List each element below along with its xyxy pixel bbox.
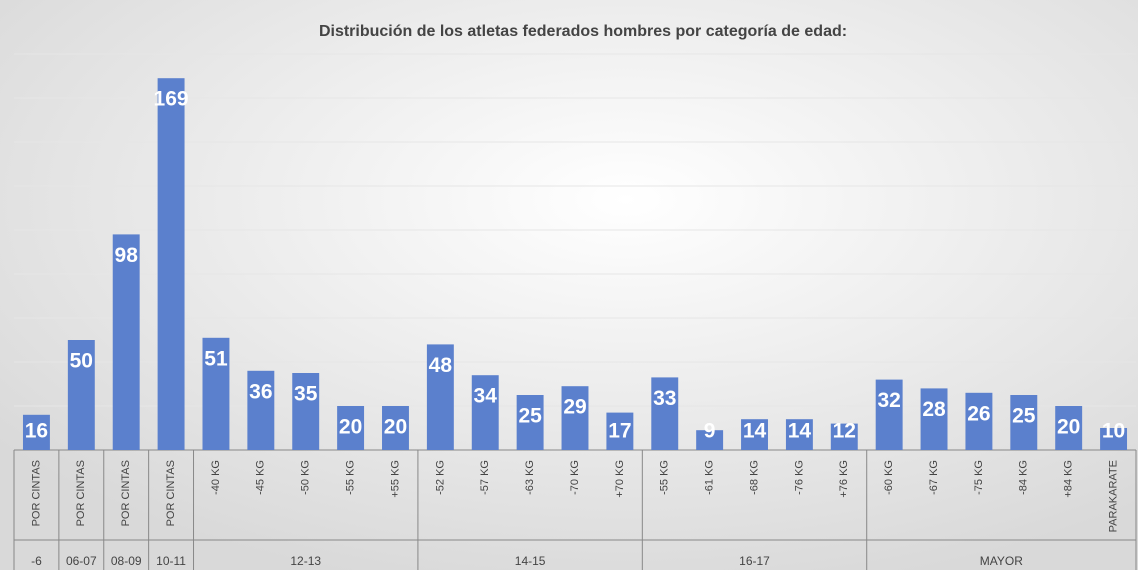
- x-tick-label: -84 KG: [1018, 460, 1030, 495]
- bar: [382, 406, 409, 450]
- x-tick-label: -60 KG: [883, 460, 895, 495]
- x-tick-label: +55 KG: [389, 460, 401, 498]
- bar: [741, 419, 768, 450]
- data-label: 51: [204, 347, 228, 370]
- data-label: 98: [115, 244, 139, 267]
- data-label: 29: [563, 396, 586, 419]
- data-label: 32: [877, 389, 900, 412]
- x-tick-label: POR CINTAS: [120, 460, 132, 526]
- group-label: 08-09: [111, 554, 142, 568]
- data-label: 36: [249, 380, 272, 403]
- x-tick-label: +70 KG: [614, 460, 626, 498]
- group-label: 16-17: [739, 554, 770, 568]
- x-tick-label: PARAKARATE: [1107, 460, 1119, 532]
- group-label: -6: [31, 554, 42, 568]
- bar: [965, 392, 993, 450]
- x-tick-label: -52 KG: [434, 460, 446, 495]
- bar: [22, 414, 50, 450]
- chart-title: Distribución de los atletas federados ho…: [319, 23, 847, 40]
- data-label: 17: [608, 420, 631, 443]
- data-label: 16: [25, 420, 48, 443]
- data-label: 14: [743, 420, 767, 443]
- x-tick-label: -67 KG: [928, 460, 940, 495]
- bar: [292, 373, 320, 450]
- group-label: 10-11: [156, 554, 186, 568]
- data-label: 35: [294, 383, 318, 406]
- data-label: 25: [518, 405, 542, 428]
- data-label: 12: [833, 420, 856, 443]
- x-tick-label: POR CINTAS: [75, 460, 87, 526]
- x-tick-label: POR CINTAS: [165, 460, 177, 526]
- bar: [606, 412, 634, 450]
- x-tick-label: +84 KG: [1063, 460, 1075, 498]
- x-tick-label: POR CINTAS: [30, 460, 42, 526]
- x-tick-label: -68 KG: [748, 460, 760, 495]
- bar: [337, 406, 365, 450]
- x-tick-label: -55 KG: [345, 460, 357, 495]
- x-tick-label: -45 KG: [255, 460, 267, 495]
- bar: [920, 388, 948, 450]
- x-tick-label: -57 KG: [479, 460, 491, 495]
- bar: [157, 78, 185, 450]
- x-tick-label: -55 KG: [659, 460, 671, 495]
- group-label: 06-07: [66, 554, 97, 568]
- data-label: 48: [429, 354, 453, 377]
- data-label: 28: [922, 398, 946, 421]
- x-tick-label: -40 KG: [210, 460, 222, 495]
- data-label: 25: [1012, 405, 1036, 428]
- x-tick-label: +76 KG: [838, 460, 850, 498]
- bar: [696, 430, 724, 450]
- bar: [875, 379, 903, 450]
- data-label: 10: [1102, 420, 1125, 443]
- bar: [516, 395, 544, 450]
- data-label: 169: [154, 88, 189, 111]
- bar: [247, 370, 275, 450]
- data-label: 50: [70, 350, 93, 373]
- group-label: MAYOR: [980, 554, 1023, 568]
- x-tick-label: -76 KG: [793, 460, 805, 495]
- bar: [67, 340, 95, 450]
- data-label: 34: [474, 385, 498, 408]
- bar: [1055, 406, 1083, 450]
- group-label: 14-15: [515, 554, 546, 568]
- group-label: 12-13: [290, 554, 321, 568]
- bar: [426, 344, 454, 450]
- data-label: 20: [384, 416, 407, 439]
- x-tick-label: -70 KG: [569, 460, 581, 495]
- bar: [561, 386, 589, 450]
- bar: [651, 377, 679, 450]
- data-label: 26: [967, 402, 990, 425]
- bar: [471, 375, 499, 450]
- bar: [785, 419, 813, 450]
- data-label: 33: [653, 387, 676, 410]
- x-tick-label: -61 KG: [704, 460, 716, 495]
- data-label: 20: [1057, 416, 1080, 439]
- bar: [830, 423, 858, 450]
- bar: [112, 234, 140, 450]
- data-label: 20: [339, 416, 362, 439]
- x-tick-label: -75 KG: [973, 460, 985, 495]
- bar: [1010, 395, 1038, 450]
- data-label: 14: [788, 420, 812, 443]
- bar: [202, 337, 230, 450]
- x-tick-label: -50 KG: [300, 460, 312, 495]
- data-label: 9: [704, 420, 716, 443]
- bar: [1100, 428, 1128, 450]
- x-tick-label: -63 KG: [524, 460, 536, 495]
